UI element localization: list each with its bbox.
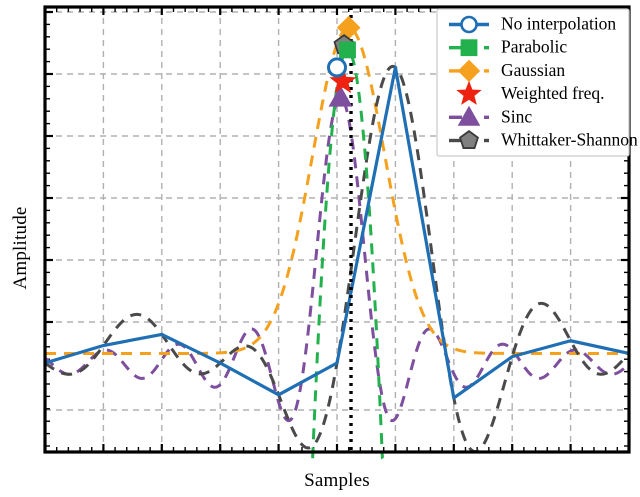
marker-parabolic-peak <box>339 41 356 59</box>
legend-marker-pentagon <box>459 130 479 149</box>
series-parabolic <box>311 48 384 460</box>
legend-entry-gaussian[interactable]: Gaussian <box>449 59 565 83</box>
legend-entry-parabolic[interactable]: Parabolic <box>449 37 567 57</box>
legend-label: Sinc <box>501 106 532 126</box>
legend-entry-no-interpolation[interactable]: No interpolation <box>449 14 616 34</box>
annotation-layer <box>327 7 361 452</box>
legend-label: Whittaker-Shannon <box>501 130 638 150</box>
legend-entry-weighted-freq[interactable]: Weighted freq. <box>456 80 605 105</box>
legend-frame[interactable] <box>436 8 630 157</box>
axes-border <box>43 5 631 454</box>
legend-label: Weighted freq. <box>501 83 605 103</box>
series-no-interpolation <box>44 65 630 400</box>
legend-marker-square <box>460 39 478 57</box>
series-gaussian <box>43 26 631 355</box>
legend-label: Parabolic <box>501 37 567 57</box>
x-axis-label: Samples <box>304 470 370 491</box>
legend-entry-sinc[interactable]: Sinc <box>449 105 532 126</box>
legend-label: No interpolation <box>501 14 616 34</box>
marker-no-interpolation-ring <box>327 57 347 78</box>
marker-weighted-freq <box>329 67 357 94</box>
axes-frame <box>43 5 631 454</box>
legend-box[interactable]: No interpolation Parabolic Gaussian Weighte… <box>436 8 638 157</box>
legend-marker-circle-ring <box>460 15 478 34</box>
legend-marker-triangle <box>457 105 481 126</box>
legend-marker-star <box>456 80 482 105</box>
legend-entry-whittaker-shannon[interactable]: Whittaker-Shannon <box>449 130 638 150</box>
marker-sinc-peak <box>328 85 353 107</box>
legend-label: Gaussian <box>501 60 565 80</box>
